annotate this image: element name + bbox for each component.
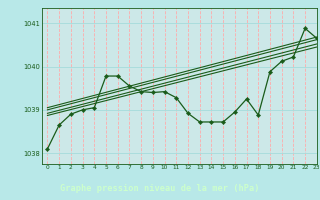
Text: Graphe pression niveau de la mer (hPa): Graphe pression niveau de la mer (hPa) (60, 184, 260, 193)
